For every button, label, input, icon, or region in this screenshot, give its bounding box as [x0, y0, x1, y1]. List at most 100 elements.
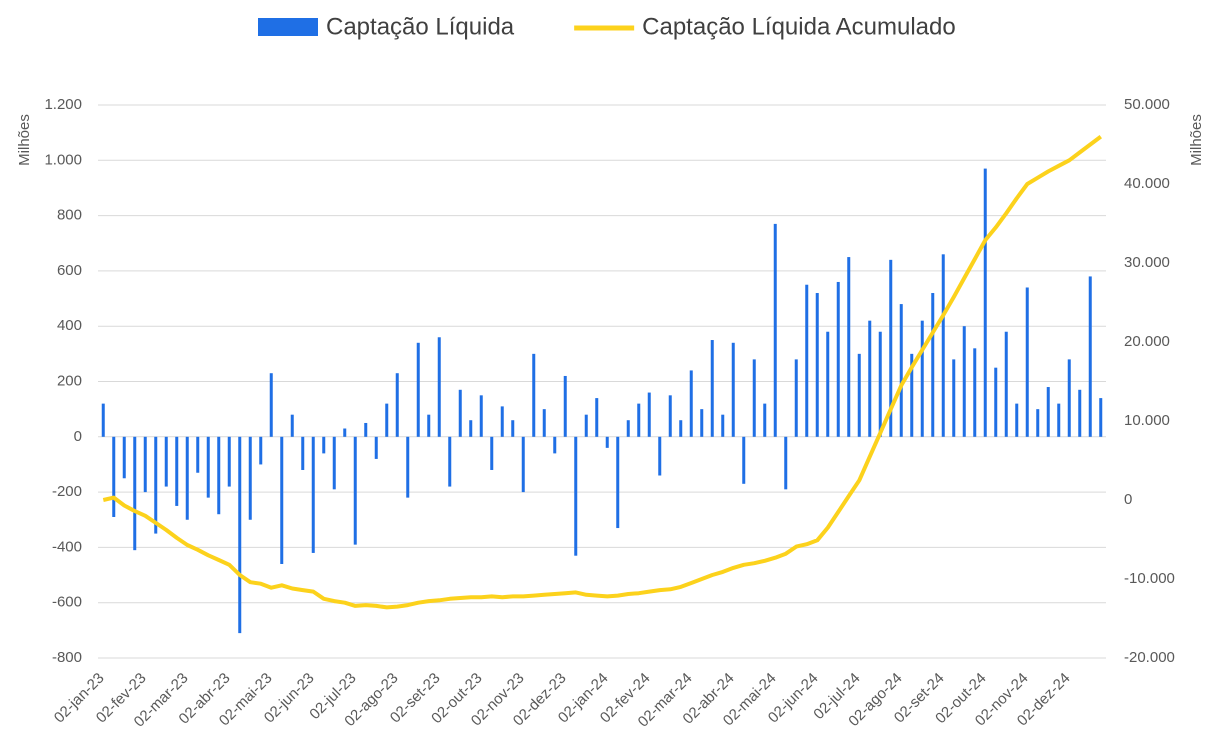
bar [511, 420, 515, 437]
y-tick-label: -600 [52, 594, 82, 611]
y2-axis-title: Milhões [1188, 114, 1205, 166]
bar [605, 436, 609, 448]
legend-swatch [258, 18, 318, 36]
bar [574, 436, 578, 556]
bar [973, 348, 977, 437]
y2-tick-label: 50.000 [1124, 96, 1170, 113]
y2-tick-label: 10.000 [1124, 412, 1170, 429]
bar [689, 370, 693, 437]
bar [301, 436, 305, 470]
bar [1004, 331, 1008, 437]
bar [185, 436, 189, 520]
bar [805, 284, 809, 437]
bar [1046, 387, 1050, 437]
bar [721, 414, 725, 437]
y-tick-label: -200 [52, 483, 82, 500]
bar [679, 420, 683, 437]
bar [458, 389, 462, 437]
bar [164, 436, 168, 487]
bar [994, 367, 998, 437]
y2-tick-label: 0 [1124, 491, 1132, 508]
bar [437, 337, 441, 437]
bar [322, 436, 326, 454]
bar [868, 320, 872, 437]
bar [836, 281, 840, 437]
bar [364, 422, 368, 437]
y2-tick-label: 20.000 [1124, 333, 1170, 350]
bar [1099, 398, 1103, 437]
bar [133, 436, 137, 551]
bar [427, 414, 431, 437]
bar [112, 436, 116, 517]
y2-tick-label: -10.000 [1124, 570, 1175, 587]
bar [332, 436, 336, 490]
y-tick-label: 1.000 [44, 151, 82, 168]
bar [878, 331, 882, 437]
bar [521, 436, 525, 493]
bar [658, 436, 662, 476]
bar [710, 340, 714, 437]
bar [542, 409, 546, 437]
bar [616, 436, 620, 529]
bar [238, 436, 242, 634]
bar [1078, 389, 1082, 437]
y-tick-label: 400 [57, 317, 82, 334]
bar [406, 436, 410, 498]
bar [227, 436, 231, 487]
bar [206, 436, 210, 498]
bar [584, 414, 588, 437]
bar [1036, 409, 1040, 437]
bar [742, 436, 746, 484]
bar [889, 259, 893, 437]
y-tick-label: 800 [57, 207, 82, 224]
bar [700, 409, 704, 437]
bar [143, 436, 147, 493]
bar [469, 420, 473, 437]
bar [731, 342, 735, 437]
y-tick-label: 600 [57, 262, 82, 279]
bar [1088, 276, 1092, 437]
bar [1015, 403, 1019, 437]
bar [815, 293, 819, 437]
y-tick-label: -400 [52, 538, 82, 555]
bar [847, 257, 851, 437]
bar [941, 254, 945, 437]
bar [196, 436, 200, 473]
bar [553, 436, 557, 454]
bar [773, 223, 777, 437]
y-axis-title: Milhões [16, 114, 33, 166]
bar [154, 436, 158, 534]
bar [952, 359, 956, 437]
bar [280, 436, 284, 564]
bar [374, 436, 378, 459]
bar [395, 373, 399, 437]
bar [448, 436, 452, 487]
bar [784, 436, 788, 490]
y2-tick-label: -20.000 [1124, 649, 1175, 666]
bar [647, 392, 651, 437]
line [102, 135, 1103, 610]
bar [290, 414, 294, 437]
y2-tick-label: 30.000 [1124, 254, 1170, 271]
y-tick-label: 200 [57, 372, 82, 389]
bar [353, 436, 357, 545]
bar [962, 326, 966, 437]
bar [595, 398, 599, 437]
legend-label: Captação Líquida Acumulado [642, 13, 956, 40]
bar [175, 436, 179, 506]
bar [101, 403, 105, 437]
bar [763, 403, 767, 437]
bar [500, 406, 504, 437]
bar [857, 353, 861, 437]
bar [269, 373, 273, 437]
legend-label: Captação Líquida [326, 13, 515, 40]
bar [385, 403, 389, 437]
bar [343, 428, 347, 437]
bar [1067, 359, 1071, 437]
bar [794, 359, 798, 437]
bar [826, 331, 830, 437]
bar [259, 436, 263, 465]
bar [1025, 287, 1029, 437]
bar [311, 436, 315, 553]
